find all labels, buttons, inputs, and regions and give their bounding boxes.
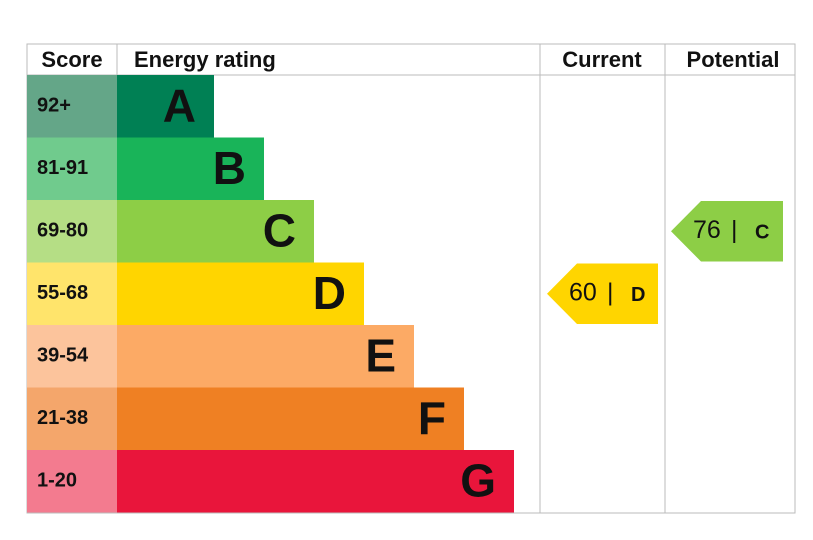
- rating-value: 60: [569, 278, 597, 306]
- header: Energy rating: [134, 47, 276, 72]
- band-letter: C: [263, 204, 296, 256]
- score-cell: [27, 75, 117, 138]
- score-label: 55-68: [37, 282, 88, 304]
- header: Score: [41, 47, 102, 72]
- header: Current: [562, 47, 642, 72]
- score-label: 81-91: [37, 157, 88, 179]
- score-label: 39-54: [37, 345, 89, 367]
- rating-letter: D: [631, 284, 645, 306]
- rating-value: 76: [693, 216, 721, 244]
- score-label: 21-38: [37, 407, 88, 429]
- score-label: 92+: [37, 95, 71, 117]
- separator: |: [607, 278, 614, 306]
- band-letter: B: [213, 142, 246, 194]
- band-bar: [117, 75, 214, 138]
- score-cell: [27, 262, 117, 325]
- score-cell: [27, 387, 117, 450]
- band-bar: [117, 325, 414, 388]
- score-cell: [27, 325, 117, 388]
- score-cell: [27, 137, 117, 200]
- rating-letter: C: [755, 222, 769, 244]
- score-label: 69-80: [37, 220, 88, 242]
- band-letter: D: [313, 267, 346, 319]
- band-letter: G: [460, 454, 496, 506]
- rating-arrow: [671, 201, 783, 262]
- band-bar: [117, 387, 464, 450]
- band-letter: F: [418, 392, 446, 444]
- rating-arrow: [547, 263, 658, 324]
- band-bar: [117, 137, 264, 200]
- band-bar: [117, 262, 364, 325]
- band-bar: [117, 200, 314, 263]
- band-letter: E: [365, 329, 396, 381]
- band-bar: [117, 450, 514, 513]
- score-label: 1-20: [37, 470, 77, 492]
- score-cell: [27, 200, 117, 263]
- header: Potential: [687, 47, 780, 72]
- band-letter: A: [163, 79, 196, 131]
- separator: |: [731, 216, 738, 244]
- score-cell: [27, 450, 117, 513]
